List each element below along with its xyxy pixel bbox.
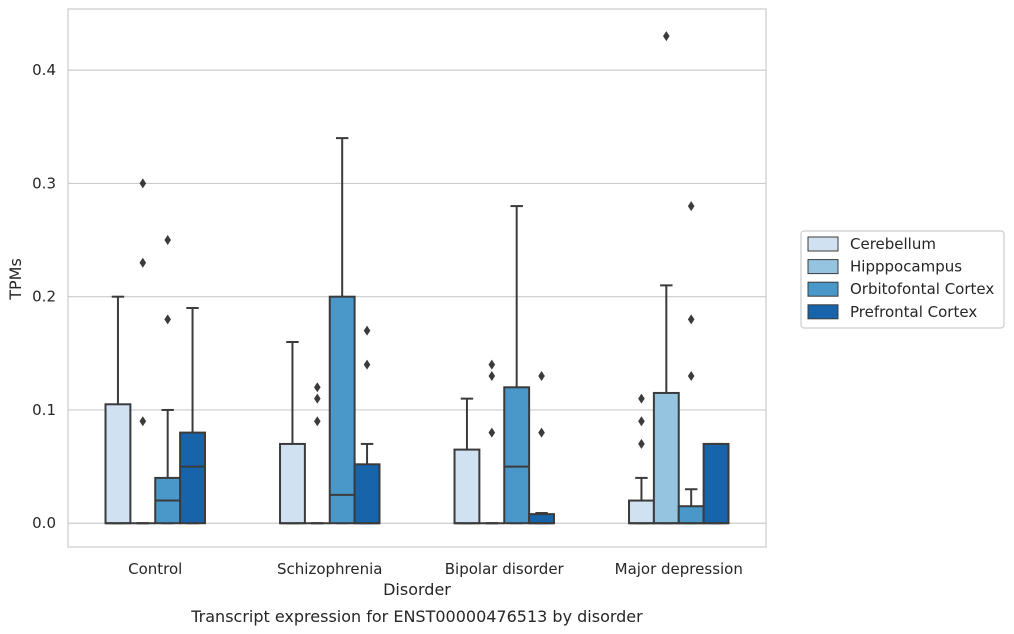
box-orbitofontal-cortex: [677, 201, 705, 525]
x-tick-label: Control: [128, 560, 182, 578]
box-orbitofontal-cortex: [328, 137, 356, 525]
box-body: [628, 499, 655, 525]
outlier-point: [314, 416, 321, 427]
outlier-point: [314, 382, 321, 393]
outlier-point: [139, 257, 147, 268]
outlier-point: [687, 201, 695, 212]
outlier-point: [164, 235, 171, 246]
outlier-point: [139, 178, 147, 189]
box-body: [179, 431, 206, 525]
x-tick-label: Major depression: [615, 560, 743, 578]
box-prefrontal-cortex: [353, 325, 381, 525]
y-tick-label: 0.0: [32, 514, 56, 532]
plot-frame: [67, 8, 767, 548]
outlier-point: [139, 416, 147, 427]
box-hipppocampus: [479, 359, 505, 525]
box-group-bipolar-disorder: [453, 205, 555, 525]
box-body: [652, 391, 680, 525]
box-prefrontal-cortex: [702, 442, 730, 525]
box-body: [677, 505, 705, 525]
outlier-point: [538, 427, 545, 438]
outlier-point: [164, 314, 171, 325]
outlier-point: [638, 438, 645, 449]
outlier-point: [363, 359, 371, 370]
box-group-major-depression: [628, 31, 730, 525]
outlier-point: [638, 416, 645, 427]
box-body: [279, 442, 306, 525]
box-groups: [104, 31, 730, 525]
box-cerebellum: [628, 393, 655, 525]
legend-swatch: [807, 259, 839, 275]
box-body: [353, 463, 381, 525]
y-tick-label: 0.1: [32, 401, 56, 419]
legend-item-orbitofontal-cortex: Orbitofontal Cortex: [807, 280, 994, 298]
y-tick-label: 0.3: [32, 174, 56, 192]
box-body: [528, 513, 555, 525]
x-tick-label: Schizophrenia: [277, 560, 382, 578]
legend-swatch: [807, 236, 839, 252]
box-prefrontal-cortex: [528, 370, 555, 525]
outlier-point: [488, 427, 496, 438]
outlier-point: [687, 314, 695, 325]
box-body: [328, 295, 356, 525]
box-hipppocampus: [652, 31, 680, 525]
x-tick-labels: Control Schizophrenia Bipolar disorder Majo…: [128, 560, 743, 578]
box-hipppocampus: [130, 178, 156, 525]
outlier-point: [687, 370, 695, 381]
legend-label: Orbitofontal Cortex: [850, 280, 994, 298]
legend-label: Cerebellum: [850, 235, 936, 253]
y-tick-label: 0.4: [32, 61, 56, 79]
legend-label: Hipppocampus: [850, 258, 962, 276]
outlier-point: [488, 370, 496, 381]
legend-swatch: [807, 281, 839, 297]
outlier-point: [638, 393, 645, 404]
legend-label: Prefrontal Cortex: [850, 303, 977, 321]
box-prefrontal-cortex: [179, 307, 206, 525]
outlier-point: [538, 370, 545, 381]
box-body: [702, 442, 730, 525]
outlier-point: [363, 325, 371, 336]
outlier-point: [663, 31, 670, 42]
x-axis-label: Disorder: [383, 580, 451, 599]
legend: Cerebellum Hipppocampus Orbitofontal Corte…: [800, 230, 1005, 329]
outlier-point: [314, 393, 321, 404]
box-orbitofontal-cortex: [503, 205, 531, 525]
box-cerebellum: [279, 340, 306, 525]
box-group-schizophrenia: [279, 137, 381, 525]
box-body: [453, 448, 481, 525]
box-cerebellum: [453, 397, 481, 525]
outlier-point: [488, 359, 496, 370]
y-tick-label: 0.2: [32, 288, 56, 306]
box-group-control: [104, 178, 206, 525]
chart-caption: Transcript expression for ENST0000047651…: [190, 607, 643, 626]
legend-frame: [800, 230, 1005, 329]
legend-item-prefrontal-cortex: Prefrontal Cortex: [807, 303, 977, 321]
y-tick-labels: 0.0 0.1 0.2 0.3 0.4: [32, 61, 56, 532]
x-tick-label: Bipolar disorder: [445, 560, 565, 578]
legend-item-hipppocampus: Hipppocampus: [807, 258, 962, 276]
y-axis-label: TPMs: [6, 258, 25, 301]
box-body: [104, 403, 132, 525]
box-hipppocampus: [304, 382, 330, 525]
box-orbitofontal-cortex: [154, 235, 182, 525]
box-cerebellum: [104, 295, 132, 525]
legend-swatch: [807, 304, 839, 320]
box-body: [503, 386, 531, 525]
legend-item-cerebellum: Cerebellum: [807, 235, 936, 253]
